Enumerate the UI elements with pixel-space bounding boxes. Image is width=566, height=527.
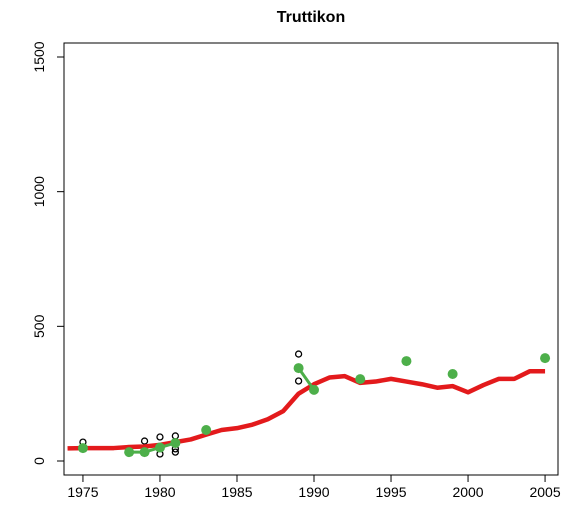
plot-box: [63, 42, 559, 476]
data-point: [140, 437, 149, 445]
data-point: [124, 447, 135, 458]
data-point: [294, 377, 303, 385]
data-point: [170, 437, 181, 448]
x-tick-label: 2005: [529, 484, 560, 500]
data-point: [171, 448, 180, 456]
data-point: [447, 369, 458, 380]
data-point: [201, 425, 212, 436]
data-point: [294, 350, 303, 358]
data-point: [156, 433, 164, 441]
x-tick-label: 1980: [144, 484, 175, 500]
model-line: [67, 369, 546, 451]
x-tick-label: 1975: [67, 484, 98, 500]
x-tick-label: 2000: [452, 484, 483, 500]
data-point: [77, 443, 88, 454]
data-point: [154, 442, 165, 453]
x-tick-label: 1990: [298, 484, 329, 500]
data-point: [401, 356, 412, 367]
y-tick-label: 500: [31, 314, 47, 338]
data-point: [139, 447, 150, 458]
x-tick-label: 1995: [375, 484, 406, 500]
data-point: [355, 374, 366, 385]
data-point: [540, 353, 551, 364]
y-tick-label: 1000: [31, 176, 47, 207]
data-point: [309, 384, 320, 395]
y-tick-label: 0: [31, 457, 47, 465]
link-line: [129, 441, 176, 454]
chart-title: Truttikon: [277, 9, 345, 26]
data-point: [293, 363, 304, 374]
x-tick-label: 1985: [221, 484, 252, 500]
y-tick-label: 1500: [31, 41, 47, 72]
